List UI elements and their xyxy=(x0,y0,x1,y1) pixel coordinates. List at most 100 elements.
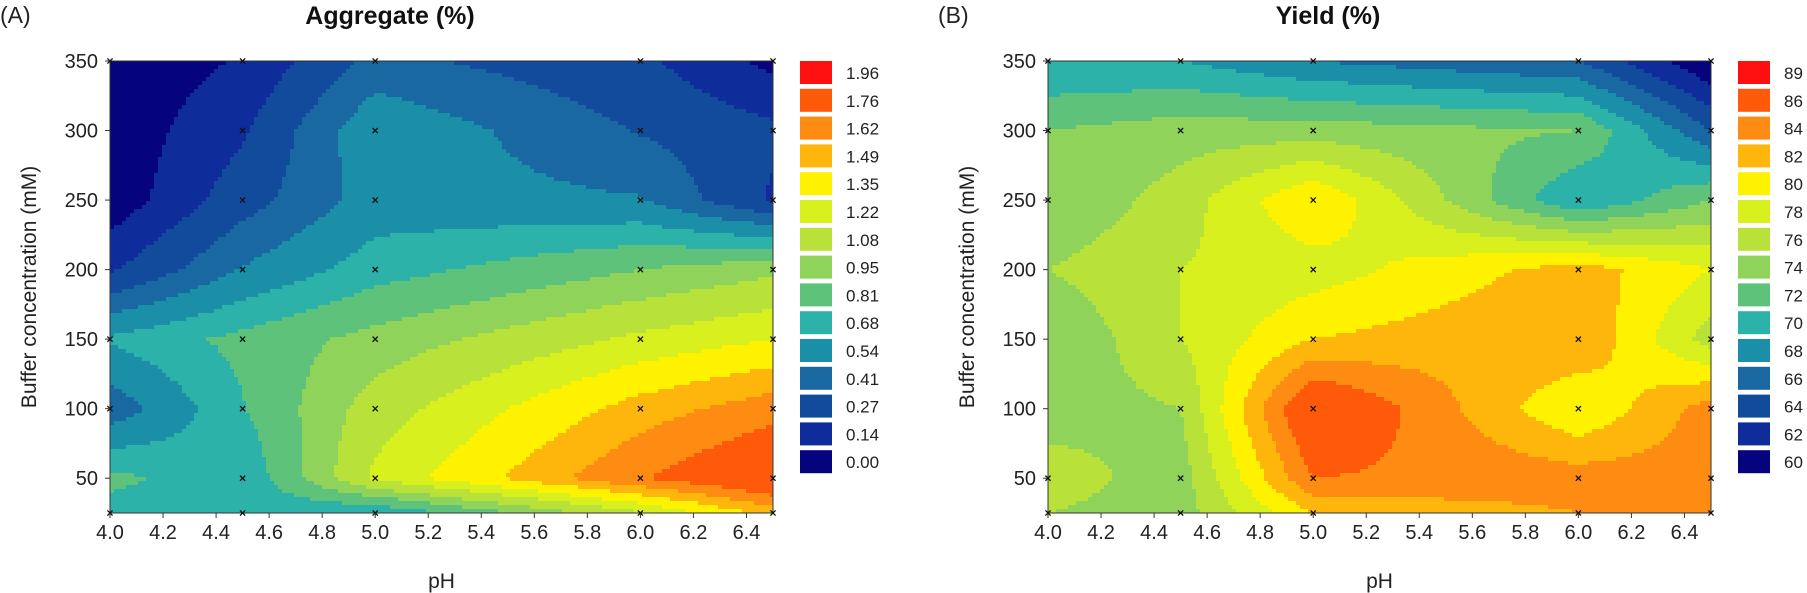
contour-cell xyxy=(762,141,767,146)
contour-cell xyxy=(402,117,407,122)
contour-cell xyxy=(634,109,639,114)
contour-cell xyxy=(670,65,675,70)
contour-cell xyxy=(350,73,355,78)
contour-cell xyxy=(262,145,267,150)
contour-cell xyxy=(174,117,179,122)
contour-cell xyxy=(406,137,411,142)
contour-cell xyxy=(426,109,431,114)
contour-cell xyxy=(618,109,623,114)
contour-cell xyxy=(398,157,403,162)
contour-cell xyxy=(678,101,683,106)
contour-cell xyxy=(210,89,215,94)
contour-cell xyxy=(458,105,463,110)
contour-cell xyxy=(150,181,155,186)
contour-cell xyxy=(670,145,675,150)
contour-cell xyxy=(630,61,635,66)
contour-cell xyxy=(262,173,267,178)
contour-cell xyxy=(394,105,399,110)
contour-cell xyxy=(682,65,687,70)
contour-cell xyxy=(294,161,299,166)
contour-cell xyxy=(354,85,359,90)
contour-cell xyxy=(190,105,195,110)
contour-cell xyxy=(618,65,623,70)
contour-cell xyxy=(442,161,447,166)
contour-cell xyxy=(490,81,495,86)
contour-cell xyxy=(494,141,499,146)
contour-cell xyxy=(506,125,511,130)
contour-cell xyxy=(486,173,491,178)
contour-cell xyxy=(726,85,731,90)
contour-cell xyxy=(586,77,591,82)
contour-cell xyxy=(154,133,159,138)
contour-cell xyxy=(114,121,119,126)
contour-cell xyxy=(222,173,227,178)
contour-cell xyxy=(618,117,623,122)
contour-cell xyxy=(338,129,343,134)
contour-cell xyxy=(654,97,659,102)
contour-cell xyxy=(754,93,759,98)
contour-cell xyxy=(126,73,131,78)
contour-cell xyxy=(518,141,523,146)
contour-cell xyxy=(438,121,443,126)
contour-cell xyxy=(182,69,187,74)
contour-cell xyxy=(358,125,363,130)
contour-cell xyxy=(330,89,335,94)
contour-cell xyxy=(678,73,683,78)
contour-cell xyxy=(754,85,759,90)
contour-cell xyxy=(470,85,475,90)
contour-cell xyxy=(178,149,183,154)
contour-cell xyxy=(118,81,123,86)
contour-cell xyxy=(370,69,375,74)
contour-cell xyxy=(342,161,347,166)
contour-cell xyxy=(758,93,763,98)
contour-cell xyxy=(698,169,703,174)
contour-cell xyxy=(302,117,307,122)
contour-cell xyxy=(370,145,375,150)
contour-cell xyxy=(422,85,427,90)
contour-cell xyxy=(654,125,659,130)
contour-cell xyxy=(310,177,315,182)
contour-cell xyxy=(134,161,139,166)
contour-cell xyxy=(566,129,571,134)
contour-cell xyxy=(638,65,643,70)
contour-cell xyxy=(434,113,439,118)
contour-cell xyxy=(190,169,195,174)
contour-cell xyxy=(134,81,139,86)
contour-cell xyxy=(122,177,127,182)
contour-cell xyxy=(310,141,315,146)
contour-cell xyxy=(490,141,495,146)
contour-cell xyxy=(278,133,283,138)
contour-cell xyxy=(586,105,591,110)
contour-cell xyxy=(382,125,387,130)
contour-cell xyxy=(706,85,711,90)
contour-cell xyxy=(350,93,355,98)
contour-cell xyxy=(410,73,415,78)
contour-cell xyxy=(246,65,251,70)
contour-cell xyxy=(646,93,651,98)
contour-cell xyxy=(326,73,331,78)
contour-cell xyxy=(482,141,487,146)
contour-cell xyxy=(250,137,255,142)
contour-cell xyxy=(142,157,147,162)
contour-cell xyxy=(402,137,407,142)
contour-cell xyxy=(734,61,739,66)
contour-cell xyxy=(626,177,631,182)
contour-cell xyxy=(530,109,535,114)
contour-cell xyxy=(406,157,411,162)
contour-cell xyxy=(510,145,515,150)
contour-cell xyxy=(370,85,375,90)
contour-cell xyxy=(150,89,155,94)
contour-cell xyxy=(162,89,167,94)
contour-cell xyxy=(378,149,383,154)
contour-cell xyxy=(734,65,739,70)
contour-cell xyxy=(230,153,235,158)
contour-cell xyxy=(318,93,323,98)
contour-cell xyxy=(342,149,347,154)
contour-cell xyxy=(598,157,603,162)
contour-cell xyxy=(446,105,451,110)
contour-cell xyxy=(154,61,159,66)
contour-cell xyxy=(474,173,479,178)
contour-cell xyxy=(210,105,215,110)
contour-cell xyxy=(166,157,171,162)
contour-cell xyxy=(674,81,679,86)
